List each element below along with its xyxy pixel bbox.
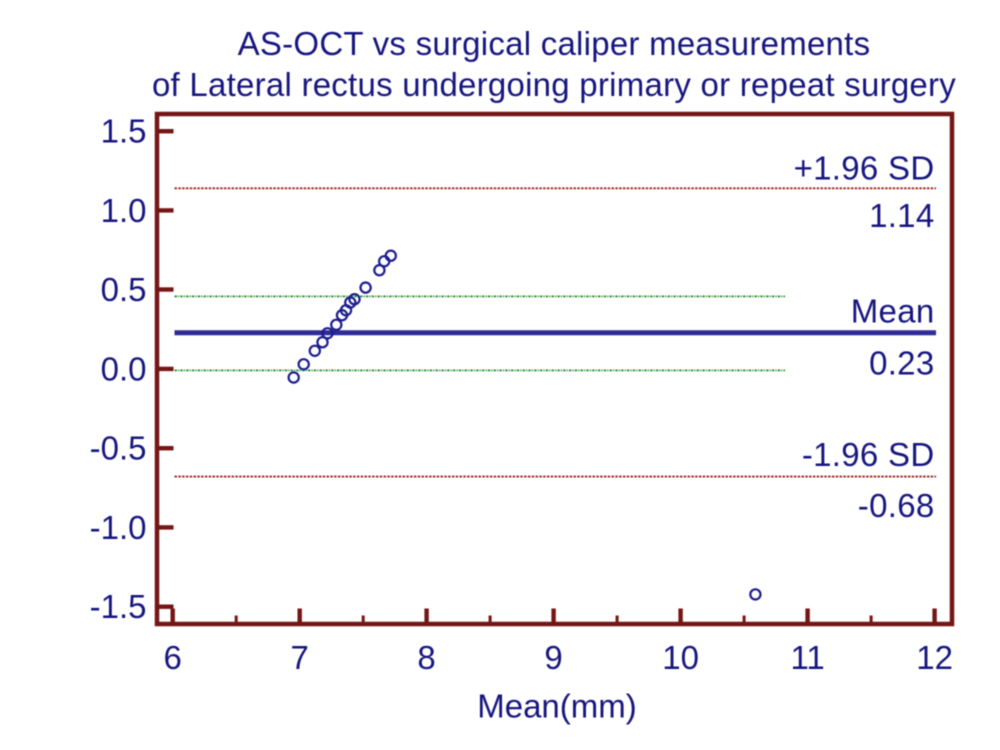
svg-text:-1.0: -1.0 [90, 509, 147, 546]
svg-text:Mean(mm): Mean(mm) [477, 688, 637, 725]
svg-text:0.0: 0.0 [101, 350, 147, 387]
svg-text:6: 6 [164, 639, 182, 676]
svg-text:AS-OCT vs surgical caliper mea: AS-OCT vs surgical caliper measurements [238, 25, 871, 62]
svg-text:-1.96 SD: -1.96 SD [802, 436, 935, 473]
svg-text:8: 8 [417, 639, 435, 676]
svg-text:-0.5: -0.5 [90, 430, 147, 467]
svg-text:10: 10 [662, 639, 699, 676]
svg-text:-0.68: -0.68 [858, 487, 935, 524]
svg-text:0.23: 0.23 [869, 344, 934, 381]
svg-text:11: 11 [790, 639, 824, 676]
svg-text:12: 12 [916, 639, 953, 676]
svg-text:0.5: 0.5 [101, 271, 147, 308]
svg-text:of Lateral rectus undergoing p: of Lateral rectus undergoing primary or … [152, 66, 956, 103]
svg-text:1.5: 1.5 [101, 113, 147, 150]
svg-text:Mean: Mean [851, 293, 935, 330]
svg-text:+1.96 SD: +1.96 SD [794, 150, 935, 187]
svg-text:7: 7 [291, 639, 309, 676]
svg-text:1.14: 1.14 [869, 197, 934, 234]
svg-text:1.0: 1.0 [101, 192, 147, 229]
svg-text:-1.5: -1.5 [90, 588, 147, 625]
svg-text:9: 9 [544, 639, 562, 676]
